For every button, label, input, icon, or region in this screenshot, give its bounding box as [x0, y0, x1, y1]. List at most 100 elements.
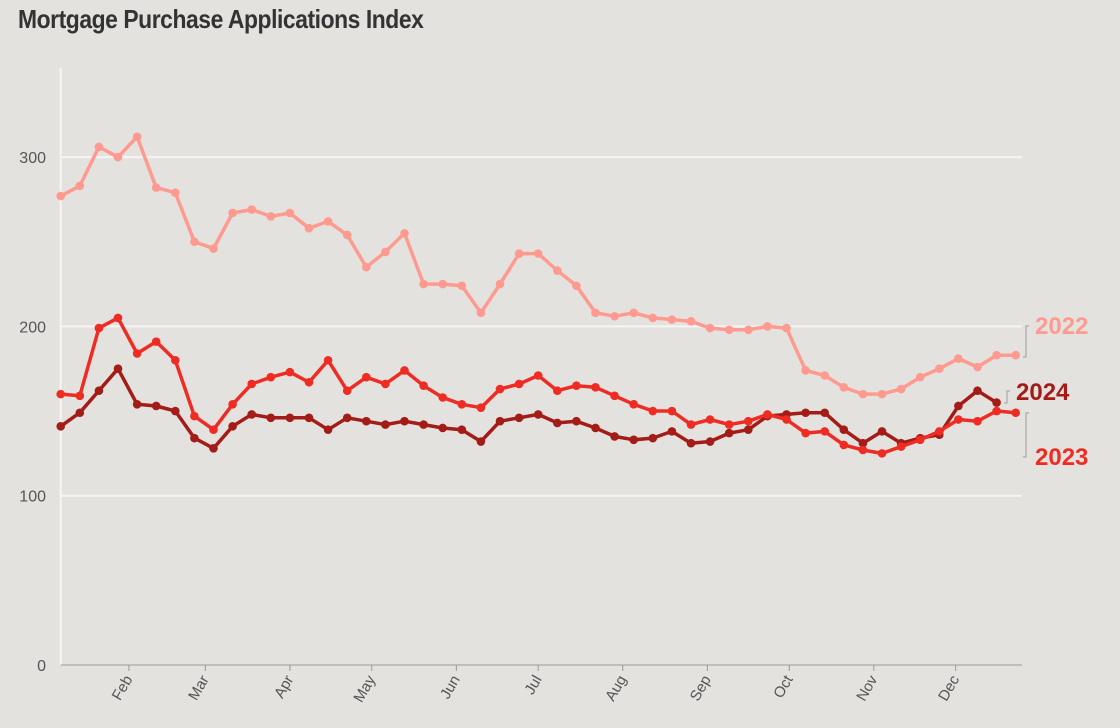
data-point-2023: [553, 386, 562, 396]
data-point-2024: [362, 416, 371, 426]
data-point-2023: [591, 383, 600, 392]
series-label-2022: 2022: [1035, 313, 1088, 340]
data-point-2022: [820, 371, 829, 380]
label-bracket: [1023, 325, 1029, 358]
data-point-2024: [686, 438, 696, 448]
data-point-2023: [94, 323, 104, 333]
data-point-2022: [476, 308, 486, 318]
data-point-2024: [973, 386, 982, 396]
data-point-2023: [782, 415, 791, 424]
data-point-2023: [896, 442, 906, 451]
data-point-2022: [151, 183, 161, 192]
data-point-2024: [667, 427, 677, 436]
data-point-2023: [877, 449, 887, 458]
series-2022: [56, 132, 1020, 399]
data-point-2023: [724, 420, 734, 429]
x-tick-label: Oct: [770, 672, 797, 701]
data-point-2023: [495, 384, 505, 394]
data-point-2022: [514, 249, 524, 258]
data-point-2024: [342, 413, 352, 423]
data-point-2024: [801, 408, 810, 418]
data-point-2024: [132, 399, 142, 409]
data-point-2022: [171, 188, 180, 197]
data-point-2022: [724, 325, 734, 335]
series-2023: [56, 313, 1020, 458]
data-point-2023: [572, 381, 581, 390]
data-point-2024: [954, 401, 963, 411]
data-point-2023: [362, 372, 371, 382]
data-point-2022: [323, 217, 333, 226]
data-point-2022: [705, 323, 715, 333]
data-point-2023: [686, 420, 696, 429]
data-point-2022: [342, 230, 352, 240]
x-tick-label: Dec: [935, 672, 963, 704]
data-point-2024: [572, 416, 581, 426]
x-tick-label: May: [350, 672, 379, 705]
data-point-2024: [648, 433, 658, 443]
data-point-2024: [209, 443, 218, 453]
data-point-2024: [858, 438, 868, 448]
data-point-2023: [75, 391, 85, 401]
data-point-2023: [400, 366, 409, 375]
y-tick-label: 100: [19, 489, 46, 506]
data-point-2024: [94, 386, 104, 396]
data-point-2023: [457, 399, 467, 409]
data-point-2024: [839, 425, 849, 434]
data-point-2023: [1011, 408, 1020, 418]
data-point-2023: [763, 410, 772, 419]
data-point-2023: [744, 416, 753, 426]
data-point-2022: [686, 317, 696, 326]
data-point-2023: [610, 391, 619, 401]
data-point-2023: [820, 427, 829, 436]
label-bracket: [1004, 390, 1010, 404]
data-point-2023: [514, 379, 524, 389]
data-point-2022: [304, 223, 314, 233]
data-point-2024: [75, 408, 85, 418]
data-point-2022: [992, 350, 1001, 360]
data-point-2022: [132, 132, 142, 142]
data-point-2022: [457, 281, 467, 291]
data-point-2022: [438, 279, 448, 289]
data-point-2022: [877, 389, 887, 399]
y-tick-label: 200: [19, 319, 46, 336]
data-point-2023: [667, 406, 677, 416]
data-point-2022: [858, 389, 868, 399]
data-point-2022: [495, 279, 505, 289]
x-tick-label: Mar: [185, 673, 213, 704]
x-tick-label: Jun: [437, 673, 464, 702]
data-point-2024: [438, 423, 448, 433]
data-point-2022: [839, 383, 849, 392]
data-point-2024: [419, 420, 428, 429]
series-label-2024: 2024: [1016, 379, 1070, 406]
data-point-2023: [56, 389, 65, 399]
data-point-2023: [476, 403, 486, 412]
data-point-2022: [744, 325, 753, 335]
data-point-2024: [705, 437, 715, 446]
data-point-2023: [858, 445, 868, 455]
data-point-2024: [56, 421, 65, 431]
data-point-2024: [323, 425, 333, 434]
data-point-2024: [247, 410, 256, 419]
data-point-2022: [973, 362, 982, 372]
data-point-2022: [782, 323, 791, 333]
data-point-2023: [323, 355, 333, 365]
data-point-2023: [915, 435, 925, 445]
data-point-2024: [610, 432, 619, 441]
data-point-2023: [285, 367, 295, 377]
data-point-2022: [266, 212, 276, 221]
data-point-2023: [801, 428, 810, 438]
data-point-2023: [935, 427, 944, 436]
x-tick-label: Aug: [602, 673, 630, 705]
chart-title: Mortgage Purchase Applications Index: [18, 4, 424, 34]
series-lines: [56, 132, 1020, 458]
data-point-2022: [94, 142, 104, 152]
data-point-2023: [954, 415, 963, 424]
data-point-2024: [381, 420, 390, 429]
series-labels: 2022 2024 2023: [1004, 313, 1088, 471]
x-tick-label: Sep: [687, 673, 715, 705]
data-point-2023: [705, 415, 715, 424]
data-point-2022: [801, 366, 810, 375]
data-point-2022: [381, 247, 390, 257]
data-point-2022: [954, 354, 963, 363]
